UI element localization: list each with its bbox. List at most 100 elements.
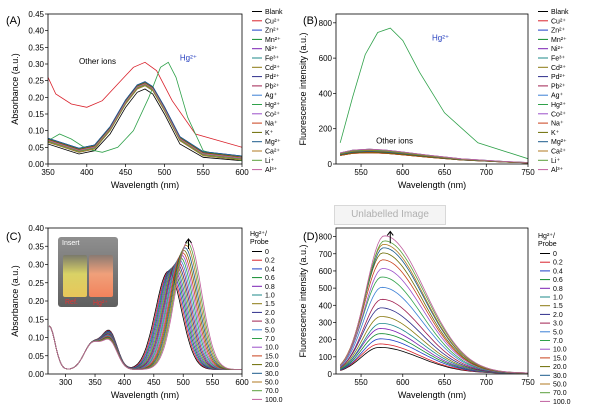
series-line-1.0 bbox=[339, 323, 528, 374]
legend-entry: 0.2 bbox=[265, 258, 275, 265]
y-tick-label: 0.25 bbox=[28, 77, 44, 86]
legend-entry: Cu²⁺ bbox=[551, 18, 566, 25]
x-tick-label: 600 bbox=[235, 168, 249, 177]
mercury-vial-label: Hg²⁺ bbox=[93, 300, 108, 307]
legend-entry: 1.5 bbox=[553, 303, 563, 310]
y-tick-label: 800 bbox=[319, 233, 333, 242]
insert-photo: Insert Ref. Hg²⁺ bbox=[58, 237, 118, 307]
legend-entry: 0.6 bbox=[553, 277, 563, 284]
annotation-label: Other ions bbox=[79, 57, 116, 66]
legend-entry: 50.0 bbox=[553, 382, 567, 389]
legend-entry: Zn²⁺ bbox=[265, 28, 280, 35]
x-tick-label: 700 bbox=[480, 168, 494, 177]
y-tick-label: 0.20 bbox=[28, 297, 44, 306]
plot-frame bbox=[335, 227, 529, 375]
legend-entry: 2.0 bbox=[265, 310, 275, 317]
panel-c: 300 350 400 450 500 550 600 0.00 0.05 0.10 0.15 0.2… bbox=[6, 224, 283, 404]
legend-entry: Pb²⁺ bbox=[265, 83, 280, 90]
plot-frame bbox=[335, 13, 529, 165]
series-line-Ca²⁺ bbox=[48, 85, 242, 161]
legend-entry: K⁺ bbox=[551, 130, 560, 137]
legend-entry: 2.0 bbox=[553, 312, 563, 319]
x-axis-title: Wavelength (nm) bbox=[398, 180, 466, 190]
y-tick-label: 400 bbox=[319, 89, 333, 98]
series-line-Pd²⁺ bbox=[48, 83, 242, 159]
legend-entry: Cd²⁺ bbox=[265, 65, 280, 72]
x-tick-label: 750 bbox=[521, 168, 535, 177]
series-line-Cu²⁺ bbox=[48, 61, 242, 148]
y-tick-label: 0.30 bbox=[28, 60, 44, 69]
legend-entry: Mg²⁺ bbox=[265, 139, 281, 146]
series-line-Mg²⁺ bbox=[48, 81, 242, 157]
panel-letter: (C) bbox=[6, 231, 21, 243]
x-tick-label: 350 bbox=[41, 168, 55, 177]
x-axis-title: Wavelength (nm) bbox=[398, 390, 466, 400]
legend-entry: 5.0 bbox=[265, 327, 275, 334]
legend-entry: Co²⁺ bbox=[265, 111, 280, 118]
legend-entry: 70.0 bbox=[265, 388, 279, 395]
legend-entry: 0 bbox=[553, 251, 557, 258]
x-tick-label: 600 bbox=[396, 378, 410, 387]
legend-entry: Fe³⁺ bbox=[265, 56, 280, 63]
x-tick-label: 400 bbox=[118, 378, 132, 387]
series-line-0.4 bbox=[340, 338, 528, 374]
legend-entry: 15.0 bbox=[265, 353, 279, 360]
series-line-Hg²⁺ bbox=[339, 27, 528, 160]
y-tick-label: 600 bbox=[319, 54, 333, 63]
legend-entry: Ag⁺ bbox=[265, 93, 278, 100]
x-tick-label: 350 bbox=[88, 378, 102, 387]
legend-entry: Mn²⁺ bbox=[265, 37, 281, 44]
y-tick-label: 0.00 bbox=[28, 370, 44, 379]
legend-entry: Pd²⁺ bbox=[265, 74, 280, 81]
plot-frame bbox=[47, 13, 243, 165]
series-line-Al³⁺ bbox=[48, 83, 242, 159]
y-tick-label: 500 bbox=[319, 284, 333, 293]
legend-entry: 20.0 bbox=[553, 364, 567, 371]
legend-entry: 10.0 bbox=[265, 345, 279, 352]
series-line-30.0 bbox=[339, 247, 528, 374]
x-axis-title: Wavelength (nm) bbox=[111, 390, 179, 400]
y-tick-label: 300 bbox=[319, 318, 333, 327]
series-line-7.0 bbox=[339, 276, 528, 374]
series-line-0.2 bbox=[340, 343, 528, 374]
y-tick-label: 0.10 bbox=[28, 127, 44, 136]
series-line-Ni²⁺ bbox=[48, 81, 242, 157]
watermark-label: Unlabelled Image bbox=[334, 205, 446, 225]
legend-entry: Mn²⁺ bbox=[551, 37, 567, 44]
x-tick-label: 700 bbox=[480, 378, 494, 387]
legend-entry: 0.6 bbox=[265, 275, 275, 282]
x-tick-label: 500 bbox=[158, 168, 172, 177]
legend-entry: Blank bbox=[265, 9, 283, 16]
x-tick-label: 550 bbox=[354, 168, 368, 177]
legend-entry: Mg²⁺ bbox=[551, 139, 567, 146]
reference-vial bbox=[63, 255, 87, 297]
legend-entry: 5.0 bbox=[553, 329, 563, 336]
y-axis-title: Fluorescence intensity (a.u.) bbox=[298, 32, 308, 145]
series-line-K⁺ bbox=[48, 82, 242, 158]
x-tick-label: 450 bbox=[119, 168, 133, 177]
x-tick-label: 500 bbox=[177, 378, 191, 387]
legend-entry: 1.5 bbox=[265, 301, 275, 308]
legend-entry: 7.0 bbox=[265, 336, 275, 343]
legend-title: Probe bbox=[250, 239, 269, 246]
legend-entry: Ca²⁺ bbox=[265, 149, 280, 156]
x-tick-label: 450 bbox=[147, 378, 161, 387]
legend-entry: Na⁺ bbox=[551, 121, 564, 128]
y-tick-label: 0.15 bbox=[28, 110, 44, 119]
legend-entry: Cu²⁺ bbox=[265, 18, 280, 25]
y-tick-label: 0.00 bbox=[28, 160, 44, 169]
legend-entry: Pb²⁺ bbox=[551, 83, 566, 90]
legend-entry: Ni²⁺ bbox=[265, 46, 278, 53]
y-axis-title: Absorbance (a.u.) bbox=[10, 53, 20, 125]
legend-entry: Hg²⁺ bbox=[265, 102, 280, 109]
y-axis-title: Absorbance (a.u.) bbox=[10, 265, 20, 337]
legend-entry: 15.0 bbox=[553, 355, 567, 362]
legend-entry: Li⁺ bbox=[265, 158, 274, 165]
y-tick-label: 0.40 bbox=[28, 224, 44, 233]
y-tick-label: 0.45 bbox=[28, 10, 44, 19]
series-line-0.8 bbox=[340, 328, 528, 374]
x-tick-label: 400 bbox=[80, 168, 94, 177]
x-tick-label: 300 bbox=[59, 378, 73, 387]
legend-entry: Pd²⁺ bbox=[551, 74, 566, 81]
